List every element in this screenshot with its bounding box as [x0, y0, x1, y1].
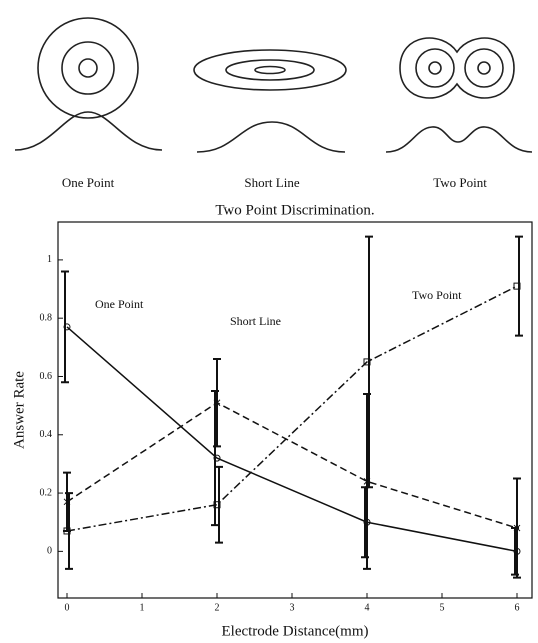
panel-label: One Point: [62, 175, 115, 190]
one-point-diagram: [15, 18, 162, 150]
series-line: [67, 403, 517, 528]
panel-label: Short Line: [244, 175, 299, 190]
x-tick-label: 5: [440, 602, 445, 613]
x-tick-label: 4: [365, 602, 370, 613]
series-label: One Point: [95, 297, 144, 311]
y-tick-label: 0: [47, 546, 52, 557]
chart-title: Two Point Discrimination.: [215, 202, 374, 218]
x-tick-label: 2: [215, 602, 220, 613]
series-line: [67, 286, 517, 531]
y-tick-label: 0.6: [40, 371, 53, 382]
x-tick-label: 1: [140, 602, 145, 613]
x-axis-label: Electrode Distance(mm): [221, 623, 368, 639]
series-line: [67, 327, 517, 551]
two-point-diagram: [386, 38, 532, 152]
short-line-diagram: [194, 50, 346, 152]
y-tick-label: 0.4: [40, 429, 53, 440]
figure: One Point Short Line Two Point Two Point…: [0, 0, 538, 643]
y-axis-label: Answer Rate: [11, 371, 27, 449]
y-tick-label: 0.8: [40, 312, 53, 323]
x-tick-label: 6: [515, 602, 520, 613]
series-label: Short Line: [230, 314, 281, 328]
series-label: Two Point: [412, 288, 462, 302]
y-tick-label: 1: [47, 254, 52, 265]
x-tick-label: 3: [290, 602, 295, 613]
error-bar: [515, 237, 523, 336]
plot-frame: [58, 222, 532, 598]
y-tick-label: 0.2: [40, 487, 53, 498]
x-tick-label: 0: [65, 602, 70, 613]
panel-label: Two Point: [433, 175, 487, 190]
